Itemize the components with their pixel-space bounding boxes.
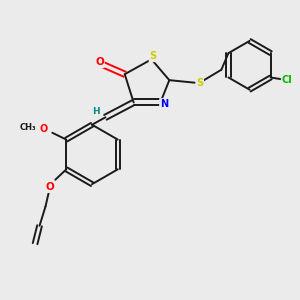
Text: CH₃: CH₃ (20, 123, 36, 132)
Text: S: S (149, 51, 157, 62)
Text: N: N (160, 99, 168, 109)
Text: Cl: Cl (282, 76, 292, 85)
Text: O: O (95, 57, 104, 67)
Text: O: O (40, 124, 48, 134)
Text: S: S (196, 78, 203, 88)
Text: H: H (92, 107, 100, 116)
Text: O: O (46, 182, 54, 192)
